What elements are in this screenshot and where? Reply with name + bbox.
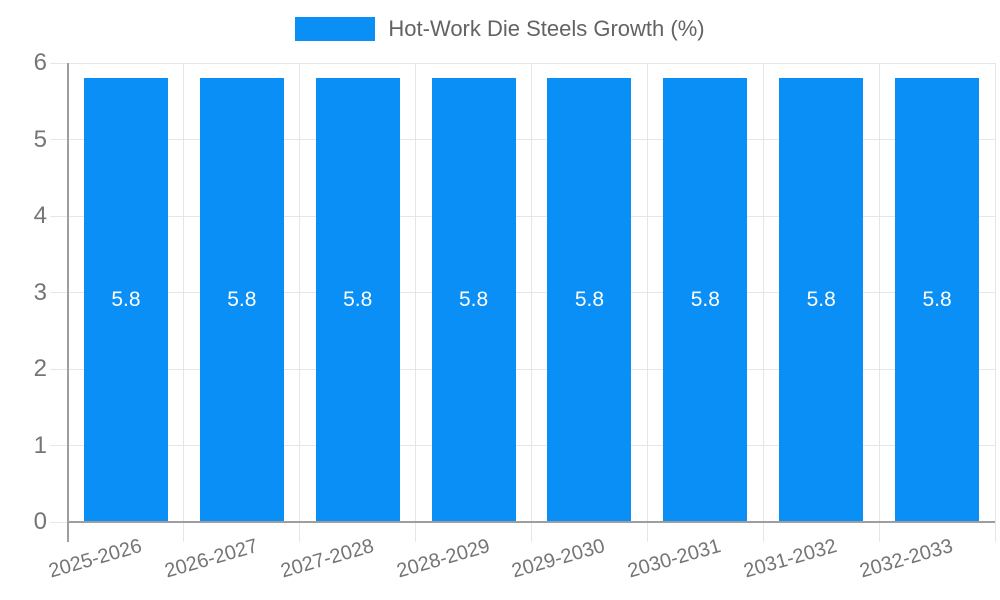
y-axis-label: 2 bbox=[33, 355, 47, 382]
y-tick bbox=[50, 368, 68, 370]
bar bbox=[663, 78, 748, 521]
bar-value-label: 5.8 bbox=[690, 288, 720, 312]
bar bbox=[779, 78, 864, 521]
x-tick bbox=[299, 522, 301, 542]
x-axis-label: 2030-2031 bbox=[625, 534, 724, 583]
y-tick bbox=[50, 139, 68, 140]
legend-label: Hot-Work Die Steels Growth (%) bbox=[388, 16, 705, 41]
gridline-x bbox=[531, 63, 532, 522]
bar-value-label: 5.8 bbox=[922, 288, 952, 312]
bar bbox=[199, 78, 284, 521]
legend: Hot-Work Die Steels Growth (%) bbox=[0, 16, 1000, 42]
gridline-x bbox=[994, 63, 996, 522]
x-tick bbox=[531, 522, 532, 542]
x-axis-line bbox=[67, 521, 995, 523]
gridline-x bbox=[646, 63, 648, 522]
x-axis-label: 2028-2029 bbox=[393, 534, 492, 583]
x-tick bbox=[183, 522, 185, 542]
bar-value-label: 5.8 bbox=[806, 288, 836, 312]
gridline-x bbox=[415, 63, 417, 522]
x-axis-label: 2029-2030 bbox=[509, 534, 608, 583]
bar-value-label: 5.8 bbox=[458, 288, 489, 312]
x-tick bbox=[646, 522, 648, 542]
bar-value-label: 5.8 bbox=[343, 288, 373, 312]
x-tick bbox=[994, 522, 996, 542]
y-tick bbox=[50, 445, 68, 446]
bar bbox=[431, 78, 516, 521]
y-tick bbox=[50, 62, 68, 64]
gridline-x bbox=[299, 63, 301, 522]
x-axis-label: 2031-2032 bbox=[741, 534, 840, 583]
gridline-x bbox=[762, 63, 764, 522]
y-tick bbox=[50, 215, 68, 217]
y-tick bbox=[50, 521, 68, 523]
y-axis-label: 4 bbox=[33, 202, 47, 229]
x-axis-label: 2032-2033 bbox=[857, 534, 956, 583]
legend-swatch bbox=[295, 17, 376, 41]
y-axis-label: 5 bbox=[33, 125, 47, 153]
bar bbox=[895, 78, 980, 521]
y-axis-label: 3 bbox=[33, 278, 47, 306]
gridline-x bbox=[183, 63, 185, 522]
y-axis-label: 6 bbox=[33, 49, 47, 76]
bar-value-label: 5.8 bbox=[574, 288, 605, 312]
y-axis-line bbox=[67, 63, 69, 542]
x-tick bbox=[878, 522, 880, 542]
x-axis-label: 2025-2026 bbox=[46, 534, 145, 583]
bar bbox=[83, 78, 168, 521]
x-axis-label: 2026-2027 bbox=[162, 534, 261, 583]
bar bbox=[315, 78, 400, 521]
bar-value-label: 5.8 bbox=[227, 288, 257, 312]
x-tick bbox=[415, 522, 417, 542]
gridline-x bbox=[878, 63, 880, 522]
y-axis-label: 0 bbox=[33, 508, 47, 535]
y-tick bbox=[50, 292, 68, 293]
x-tick bbox=[762, 522, 764, 542]
y-axis-label: 1 bbox=[33, 431, 47, 459]
bar-value-label: 5.8 bbox=[111, 288, 141, 312]
bar bbox=[547, 78, 632, 521]
x-axis-label: 2027-2028 bbox=[278, 534, 377, 583]
